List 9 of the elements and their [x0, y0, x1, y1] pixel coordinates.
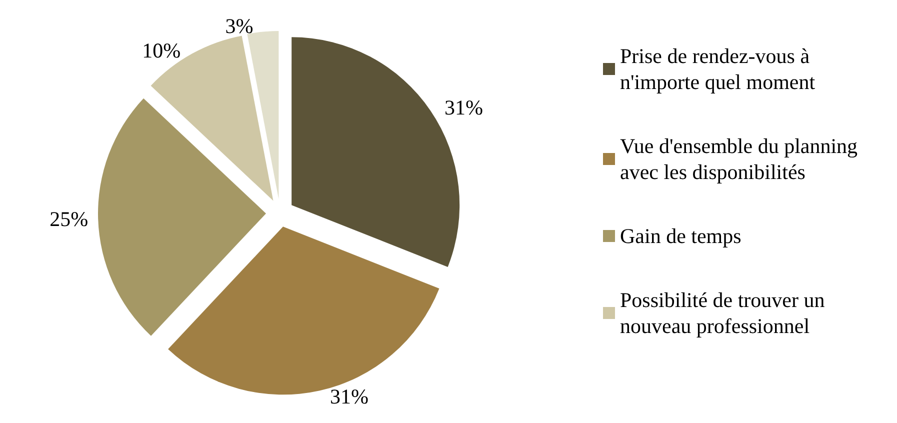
data-label: 3%	[225, 14, 254, 38]
legend-label: Possibilité de trouver un nouveau professionnel	[620, 288, 830, 338]
legend-label: Prise de rendez-vous à n'importe quel moment	[620, 44, 816, 94]
data-label: 31%	[330, 384, 369, 408]
data-label: 10%	[142, 38, 181, 63]
legend-label: Gain de temps	[620, 224, 742, 248]
data-label: 31%	[444, 95, 483, 120]
legend-label: Vue d'ensemble du planning avec les disponibilités	[620, 134, 863, 184]
data-label: 25%	[50, 206, 88, 231]
